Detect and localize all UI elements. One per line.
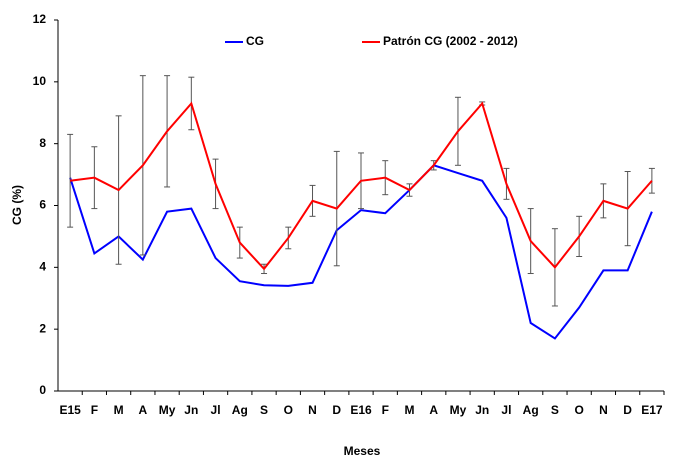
x-tick-label: M [114,403,124,417]
x-axis-label: Meses [344,444,381,458]
x-tick-label: Ag [232,403,248,417]
x-tick-label: M [404,403,414,417]
x-tick-label: A [139,403,148,417]
x-tick-label: My [159,403,176,417]
y-tick-label: 12 [33,12,47,26]
x-tick-label: E17 [641,403,663,417]
line-series [69,101,653,271]
legend-label: CG [246,34,264,48]
y-axis-label: CG (%) [10,185,24,225]
x-tick-label: N [308,403,317,417]
x-tick-label: S [260,403,268,417]
x-tick-label: D [332,403,341,417]
line-series [69,164,653,340]
x-tick-label: N [599,403,608,417]
x-tick-label: O [574,403,583,417]
x-tick-label: Jn [184,403,198,417]
x-tick-label: F [91,403,98,417]
x-tick-label: A [429,403,438,417]
x-tick-label: Jl [501,403,511,417]
x-tick-label: S [551,403,559,417]
x-tick-label: D [623,403,632,417]
x-tick-label: F [382,403,389,417]
x-tick-label: Jl [211,403,221,417]
y-tick-label: 2 [39,321,46,335]
legend-label: Patrón CG (2002 - 2012) [383,34,518,48]
y-tick-label: 8 [39,136,46,150]
x-tick-label: E15 [59,403,81,417]
x-tick-label: O [284,403,293,417]
y-tick-label: 0 [39,383,46,397]
x-tick-label: My [450,403,467,417]
x-tick-label: Jn [475,403,489,417]
y-tick-label: 6 [39,198,46,212]
y-tick-label: 4 [39,260,46,274]
y-tick-label: 10 [33,74,47,88]
x-tick-label: Ag [523,403,539,417]
x-tick-label: E16 [350,403,372,417]
